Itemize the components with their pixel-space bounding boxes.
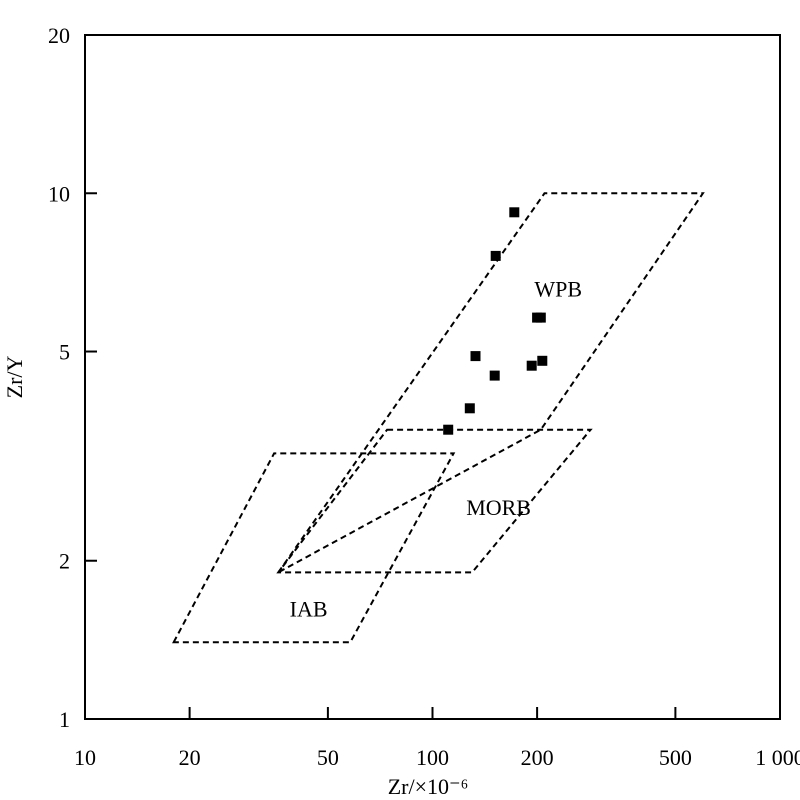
data-point [526, 360, 537, 371]
x-axis-label: Zr/×10⁻⁶ [388, 774, 469, 799]
x-tick-label: 100 [416, 745, 449, 770]
region-wpb-outline [277, 192, 705, 574]
data-point [470, 351, 481, 362]
y-tick-label: 10 [48, 181, 70, 206]
y-tick-label: 5 [59, 340, 70, 365]
data-points [443, 207, 548, 435]
x-tick-label: 50 [317, 745, 339, 770]
x-tick-label: 10 [74, 745, 96, 770]
y-tick-label: 2 [59, 549, 70, 574]
region-morb-label: MORB [466, 495, 531, 520]
data-point [490, 250, 501, 261]
y-axis-label: Zr/Y [2, 356, 27, 399]
plot-frame [84, 34, 781, 720]
data-point [537, 355, 548, 366]
data-point [509, 207, 520, 218]
tectonic-regions: WPB MORB IAB [172, 192, 705, 644]
data-point [535, 312, 546, 323]
y-tick-label: 20 [48, 23, 70, 48]
region-iab-outline [172, 452, 456, 644]
x-axis-ticks: 10 20 50 100 200 500 1 000 [74, 707, 800, 770]
x-tick-label: 20 [179, 745, 201, 770]
region-morb-outline [276, 428, 593, 574]
y-axis-ticks: 1 2 5 10 20 [48, 23, 97, 732]
x-tick-label: 1 000 [755, 745, 800, 770]
x-tick-label: 500 [659, 745, 692, 770]
region-wpb-label: WPB [534, 277, 582, 302]
x-tick-label: 200 [521, 745, 554, 770]
region-iab-label: IAB [290, 597, 328, 622]
data-point [464, 403, 475, 414]
data-point [489, 370, 500, 381]
y-tick-label: 1 [59, 707, 70, 732]
data-point [443, 424, 454, 435]
